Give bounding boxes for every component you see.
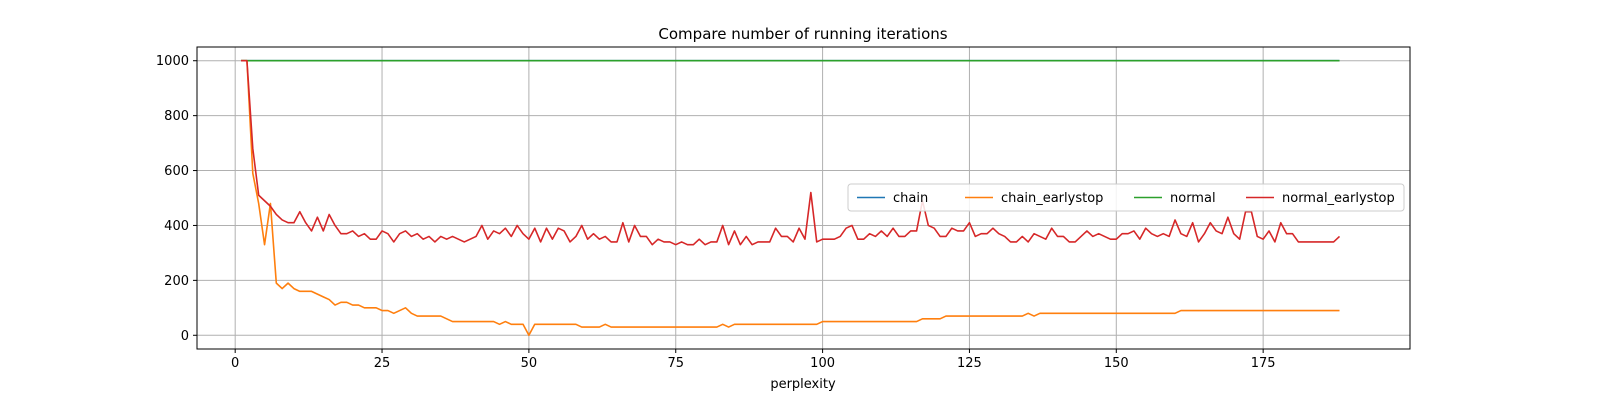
y-tick-label: 600 [164,164,189,179]
x-tick-label: 75 [667,356,684,371]
series-line-chain-earlystop [241,59,1340,337]
x-tick-label: 100 [810,356,835,371]
y-tick-label: 200 [164,274,189,289]
legend-label-normal: normal [1170,191,1216,206]
y-tick-label: 0 [181,329,189,344]
y-tick-label: 1000 [156,54,189,69]
x-axis-label: perplexity [770,377,836,392]
x-tick-label: 0 [231,356,239,371]
legend-label-chain-earlystop: chain_earlystop [1001,191,1103,206]
axis-ticks: 0 25 50 75 100 125 150 175 0 200 400 600 800 1000 [156,54,1276,371]
series-line-normal-earlystop [241,59,1341,246]
legend-label-normal-earlystop: normal_earlystop [1282,191,1395,206]
x-tick-label: 175 [1251,356,1276,371]
x-tick-label: 25 [374,356,391,371]
plot-frame [196,46,1411,350]
x-tick-label: 50 [521,356,538,371]
legend-label-chain: chain [893,191,928,206]
x-tick-label: 150 [1104,356,1129,371]
x-tick-label: 125 [957,356,982,371]
plot-series [241,59,1341,337]
legend-box [847,183,1405,212]
y-tick-label: 400 [164,219,189,234]
y-tick-label: 800 [164,109,189,124]
legend: chain chain_earlystop normal normal_earlyst… [847,183,1405,212]
chart-title: Compare number of running iterations [658,25,947,43]
